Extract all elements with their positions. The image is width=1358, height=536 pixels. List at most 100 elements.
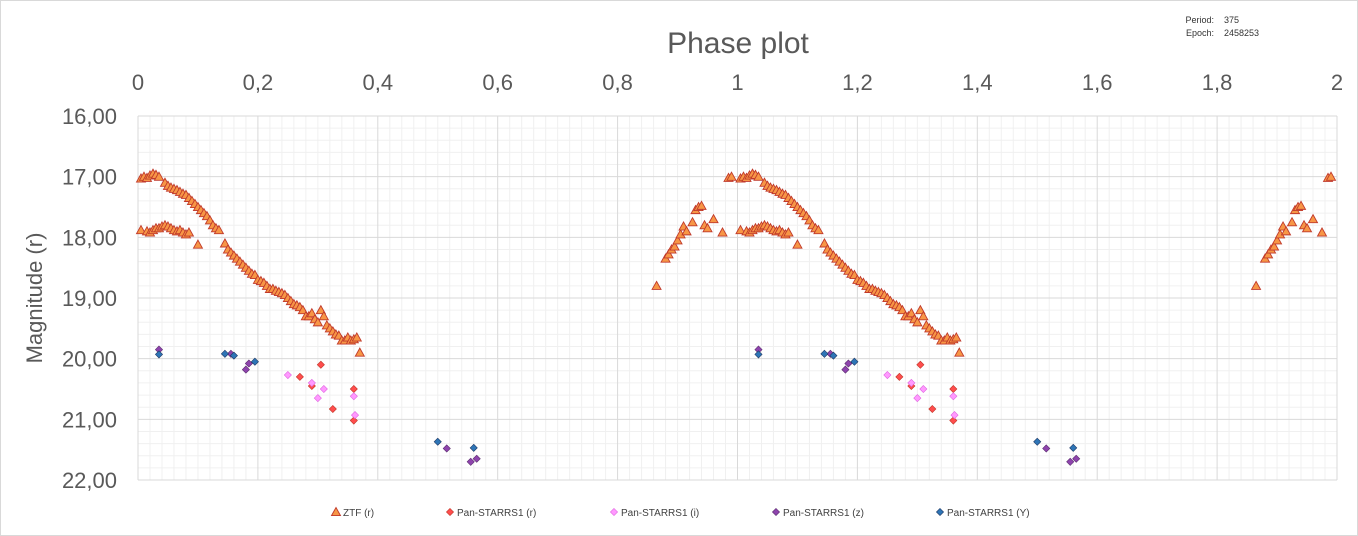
data-point [349,384,358,394]
x-tick-label: 1,4 [962,70,993,95]
legend-label: Pan-STARRS1 (i) [621,508,699,519]
data-point [819,237,830,248]
data-point [312,316,324,327]
legend-marker [609,507,619,517]
series-1 [295,360,958,425]
epoch-label: Epoch: [1185,28,1214,38]
data-point [918,310,929,321]
legend-label: Pan-STARRS1 (z) [783,508,864,519]
data-point [1271,234,1283,245]
data-point [696,200,707,210]
legend-marker [445,507,455,517]
data-point [919,384,928,394]
data-point [283,371,292,380]
series-0 [135,168,1337,357]
x-tick-label: 0,8 [602,70,633,95]
data-point [469,443,478,452]
data-point [1280,225,1292,236]
data-point [897,304,908,315]
data-point [307,378,316,387]
x-tick-label: 0,4 [363,70,394,95]
data-point [192,239,204,249]
data-point [702,222,713,233]
data-point [1042,444,1051,453]
data-point [651,280,662,290]
data-point [754,350,763,359]
data-point [318,310,330,321]
series-4 [154,349,1078,452]
series-3 [154,345,1081,466]
data-point [466,457,475,466]
data-point [915,304,926,315]
data-point [350,411,360,420]
data-point [1307,213,1319,224]
data-point [949,416,958,425]
y-tick-label: 22,00 [62,468,117,493]
y-tick-label: 19,00 [62,286,117,311]
y-tick-label: 18,00 [62,225,117,250]
data-point [906,307,917,318]
data-point [354,347,366,357]
x-tick-label: 0 [132,70,144,95]
data-point [153,171,165,181]
x-tick-label: 1 [731,70,743,95]
data-point [820,349,829,358]
data-point [1325,171,1337,181]
data-point [183,227,195,237]
data-point [687,216,698,227]
y-tick-label: 20,00 [62,347,117,372]
data-point [951,332,962,342]
epoch-info: Epoch: 2458253 [1168,28,1259,38]
data-point [813,224,824,235]
period-value: 375 [1224,15,1240,25]
data-point [950,411,959,420]
data-point [442,444,451,453]
x-tick-label: 0,6 [482,70,513,95]
major-grid [137,115,1338,481]
legend-label: ZTF (r) [343,508,374,519]
data-point [883,371,892,380]
data-point [913,394,922,403]
data-point [472,454,481,463]
y-tick-label: 17,00 [62,165,117,190]
data-point [850,357,859,366]
data-point [1268,241,1280,251]
data-point [1033,437,1042,446]
data-point [949,384,958,394]
data-point [844,359,853,368]
data-point [306,307,318,318]
data-point [1069,443,1078,452]
data-point [220,349,229,358]
data-point [433,437,442,446]
data-point [135,224,147,235]
data-point [928,404,937,414]
x-tick-label: 1,2 [842,70,873,95]
data-point [1316,227,1328,237]
data-point [895,372,904,381]
x-tick-label: 1,6 [1082,70,1113,95]
data-point [241,365,250,374]
data-point [753,171,764,181]
legend-label: Pan-STARRS1 (Y) [947,508,1030,519]
legend-marker [330,506,342,517]
y-tick-label: 16,00 [62,104,117,129]
data-point [1250,280,1262,290]
data-point [1286,216,1298,227]
data-point [663,248,674,259]
data-point [1072,454,1081,463]
series-2 [283,371,959,420]
data-point [1295,200,1307,210]
legend: ZTF (r) Pan-STARRS1 (r) Pan-STARRS1 (i) Pan… [330,506,1030,519]
period-label: Period: [1185,15,1214,25]
data-point [1066,457,1075,466]
data-point [250,357,259,366]
data-point [717,227,728,237]
data-point [681,225,692,236]
data-point [912,316,923,327]
data-point [349,392,358,401]
legend-label: Pan-STARRS1 (r) [457,508,536,519]
data-point [315,304,327,315]
data-point [295,372,304,381]
